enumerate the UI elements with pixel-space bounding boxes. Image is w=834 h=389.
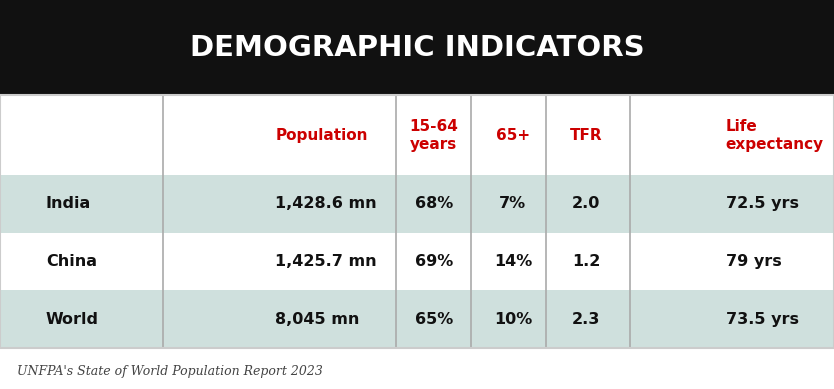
Text: 10%: 10% xyxy=(494,312,532,327)
Text: 1,428.6 mn: 1,428.6 mn xyxy=(275,196,377,211)
Text: Population: Population xyxy=(275,128,368,143)
Text: 73.5 yrs: 73.5 yrs xyxy=(726,312,799,327)
Text: 2.0: 2.0 xyxy=(572,196,600,211)
Text: 1.2: 1.2 xyxy=(572,254,600,269)
Bar xyxy=(0,233,834,291)
Text: 2.3: 2.3 xyxy=(572,312,600,327)
Text: 14%: 14% xyxy=(494,254,532,269)
Text: DEMOGRAPHIC INDICATORS: DEMOGRAPHIC INDICATORS xyxy=(189,34,645,61)
Text: UNFPA's State of World Population Report 2023: UNFPA's State of World Population Report… xyxy=(17,365,323,378)
Text: 1,425.7 mn: 1,425.7 mn xyxy=(275,254,377,269)
Text: 7%: 7% xyxy=(500,196,526,211)
Text: 69%: 69% xyxy=(414,254,453,269)
Text: China: China xyxy=(46,254,97,269)
Bar xyxy=(0,95,834,175)
Text: 8,045 mn: 8,045 mn xyxy=(275,312,359,327)
Text: 68%: 68% xyxy=(414,196,453,211)
Bar xyxy=(0,291,834,348)
Bar xyxy=(0,95,834,348)
Text: Life
expectancy: Life expectancy xyxy=(726,119,824,152)
Bar xyxy=(0,175,834,233)
Text: 15-64
years: 15-64 years xyxy=(409,119,458,152)
Text: 65+: 65+ xyxy=(496,128,530,143)
Text: India: India xyxy=(46,196,91,211)
Text: TFR: TFR xyxy=(570,128,603,143)
Text: 72.5 yrs: 72.5 yrs xyxy=(726,196,799,211)
Text: 65%: 65% xyxy=(414,312,453,327)
Bar xyxy=(0,0,834,95)
Text: World: World xyxy=(46,312,99,327)
Text: 79 yrs: 79 yrs xyxy=(726,254,781,269)
